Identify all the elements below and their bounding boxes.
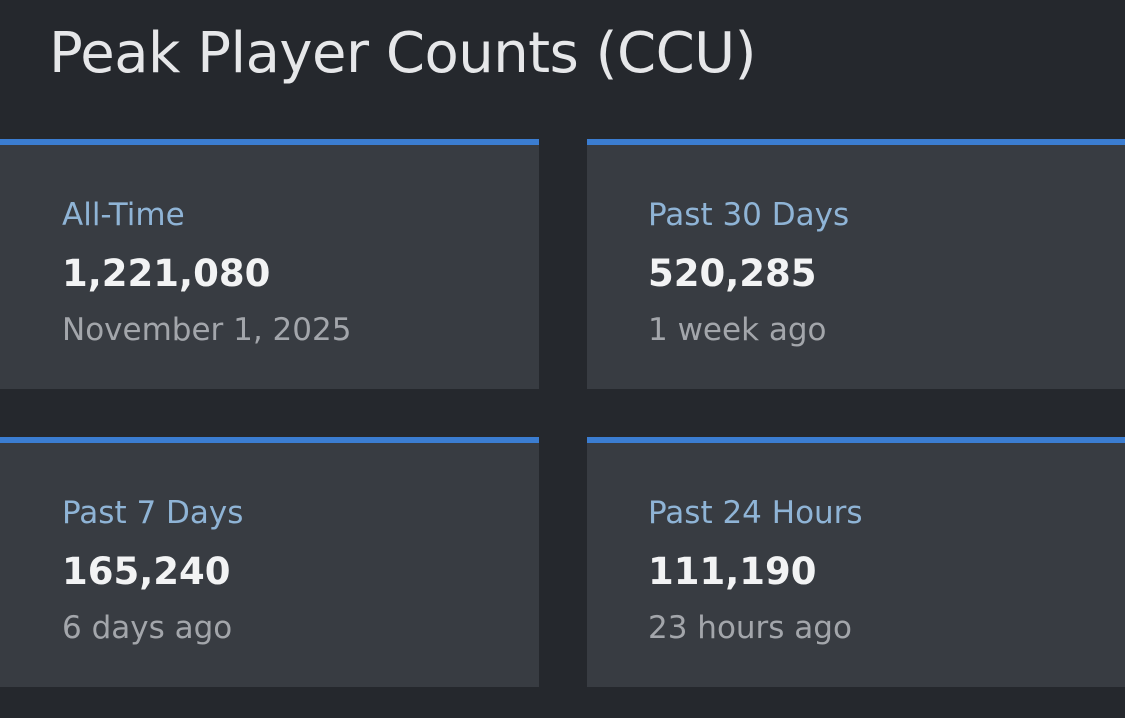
stat-card-all-time: All-Time 1,221,080 November 1, 2025: [0, 139, 539, 389]
stat-value: 1,221,080: [62, 252, 271, 295]
stat-card-past-24-hours: Past 24 Hours 111,190 23 hours ago: [587, 437, 1125, 687]
stat-label: All-Time: [62, 197, 185, 233]
stat-timestamp: 1 week ago: [648, 312, 827, 348]
stat-label: Past 30 Days: [648, 197, 850, 233]
stat-timestamp: 23 hours ago: [648, 610, 852, 646]
stat-card-past-30-days: Past 30 Days 520,285 1 week ago: [587, 139, 1125, 389]
page-title: Peak Player Counts (CCU): [49, 21, 757, 86]
stat-card-past-7-days: Past 7 Days 165,240 6 days ago: [0, 437, 539, 687]
stat-timestamp: November 1, 2025: [62, 312, 352, 348]
stat-label: Past 7 Days: [62, 495, 244, 531]
stat-value: 165,240: [62, 550, 231, 593]
stat-timestamp: 6 days ago: [62, 610, 233, 646]
stat-value: 520,285: [648, 252, 817, 295]
stat-value: 111,190: [648, 550, 817, 593]
stat-label: Past 24 Hours: [648, 495, 863, 531]
